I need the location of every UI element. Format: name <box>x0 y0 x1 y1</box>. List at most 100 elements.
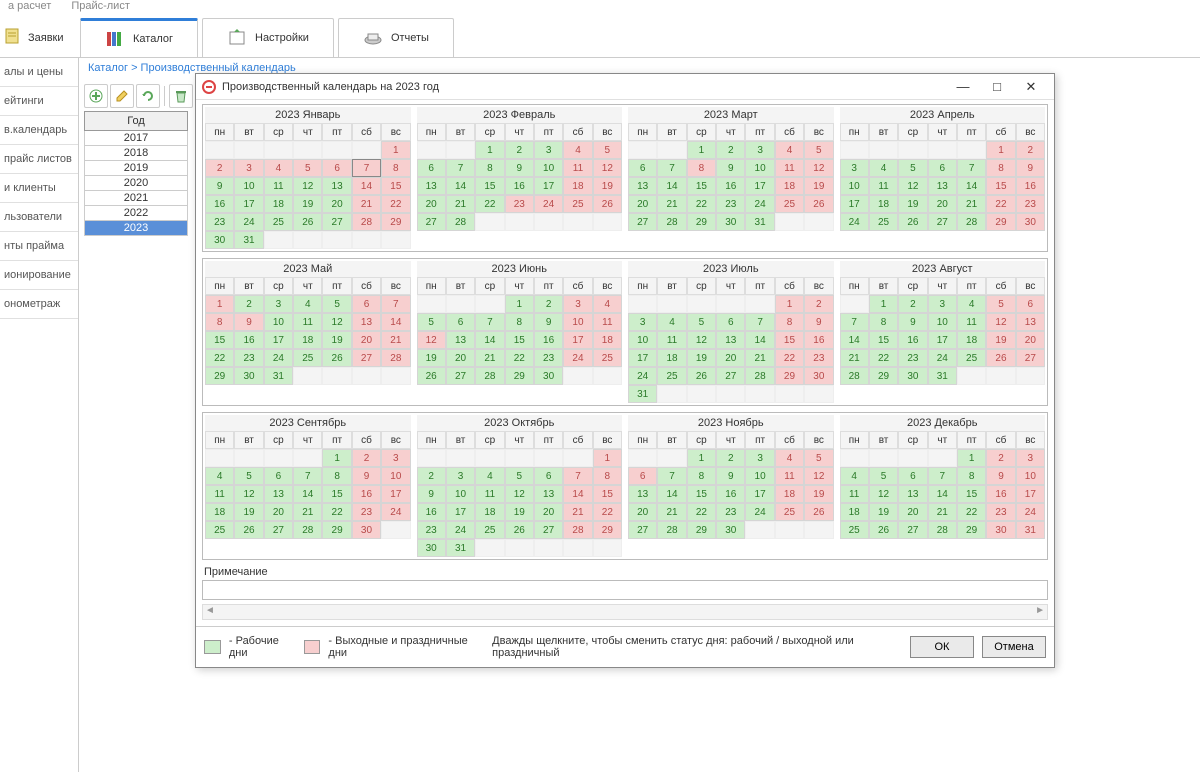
day-cell[interactable]: 19 <box>293 195 322 213</box>
day-cell[interactable]: 24 <box>446 521 475 539</box>
day-cell[interactable]: 25 <box>775 195 804 213</box>
day-cell[interactable]: 12 <box>505 485 534 503</box>
day-cell[interactable]: 16 <box>898 331 927 349</box>
day-cell[interactable]: 4 <box>657 313 686 331</box>
day-cell[interactable]: 11 <box>563 159 592 177</box>
day-cell[interactable]: 26 <box>804 503 833 521</box>
day-cell[interactable]: 16 <box>716 485 745 503</box>
day-cell[interactable]: 27 <box>628 521 657 539</box>
day-cell[interactable]: 23 <box>898 349 927 367</box>
day-cell[interactable]: 8 <box>775 313 804 331</box>
day-cell[interactable]: 20 <box>716 349 745 367</box>
day-cell[interactable]: 31 <box>928 367 957 385</box>
sidebar-item[interactable]: ейтинги <box>0 87 78 116</box>
day-cell[interactable]: 25 <box>205 521 234 539</box>
day-cell[interactable]: 29 <box>593 521 622 539</box>
day-cell[interactable]: 10 <box>745 159 774 177</box>
day-cell[interactable]: 13 <box>417 177 446 195</box>
day-cell[interactable]: 31 <box>446 539 475 557</box>
day-cell[interactable]: 4 <box>957 295 986 313</box>
day-cell[interactable]: 25 <box>293 349 322 367</box>
day-cell[interactable]: 8 <box>475 159 504 177</box>
day-cell[interactable]: 18 <box>293 331 322 349</box>
day-cell[interactable]: 14 <box>657 485 686 503</box>
day-cell[interactable]: 7 <box>446 159 475 177</box>
edit-button[interactable] <box>110 84 134 108</box>
day-cell[interactable]: 3 <box>745 449 774 467</box>
day-cell[interactable]: 13 <box>716 331 745 349</box>
day-cell[interactable]: 16 <box>1016 177 1045 195</box>
day-cell[interactable]: 2 <box>986 449 1015 467</box>
day-cell[interactable]: 3 <box>563 295 592 313</box>
day-cell[interactable]: 20 <box>628 195 657 213</box>
maximize-button[interactable]: □ <box>980 75 1014 99</box>
ok-button[interactable]: ОК <box>910 636 974 658</box>
day-cell[interactable]: 9 <box>234 313 263 331</box>
day-cell[interactable]: 22 <box>986 195 1015 213</box>
day-cell[interactable]: 2 <box>417 467 446 485</box>
day-cell[interactable]: 11 <box>293 313 322 331</box>
day-cell[interactable]: 28 <box>957 213 986 231</box>
day-cell[interactable]: 28 <box>293 521 322 539</box>
day-cell[interactable]: 25 <box>563 195 592 213</box>
day-cell[interactable]: 7 <box>475 313 504 331</box>
day-cell[interactable]: 14 <box>957 177 986 195</box>
day-cell[interactable]: 14 <box>352 177 381 195</box>
day-cell[interactable]: 21 <box>928 503 957 521</box>
day-cell[interactable]: 11 <box>869 177 898 195</box>
day-cell[interactable]: 28 <box>840 367 869 385</box>
day-cell[interactable]: 30 <box>986 521 1015 539</box>
day-cell[interactable]: 23 <box>352 503 381 521</box>
day-cell[interactable]: 5 <box>293 159 322 177</box>
day-cell[interactable]: 16 <box>417 503 446 521</box>
day-cell[interactable]: 5 <box>505 467 534 485</box>
day-cell[interactable]: 12 <box>869 485 898 503</box>
day-cell[interactable]: 14 <box>928 485 957 503</box>
day-cell[interactable]: 10 <box>264 313 293 331</box>
day-cell[interactable]: 13 <box>264 485 293 503</box>
day-cell[interactable]: 18 <box>205 503 234 521</box>
day-cell[interactable]: 4 <box>205 467 234 485</box>
day-cell[interactable]: 4 <box>293 295 322 313</box>
day-cell[interactable]: 25 <box>869 213 898 231</box>
day-cell[interactable]: 26 <box>234 521 263 539</box>
day-cell[interactable]: 6 <box>534 467 563 485</box>
day-cell[interactable]: 21 <box>352 195 381 213</box>
day-cell[interactable]: 8 <box>322 467 351 485</box>
day-cell[interactable]: 11 <box>775 467 804 485</box>
day-cell[interactable]: 9 <box>352 467 381 485</box>
day-cell[interactable]: 17 <box>628 349 657 367</box>
day-cell[interactable]: 4 <box>775 449 804 467</box>
day-cell[interactable]: 2 <box>716 449 745 467</box>
day-cell[interactable]: 1 <box>505 295 534 313</box>
year-row[interactable]: 2019 <box>84 161 188 176</box>
day-cell[interactable]: 15 <box>205 331 234 349</box>
day-cell[interactable]: 17 <box>264 331 293 349</box>
day-cell[interactable]: 4 <box>593 295 622 313</box>
day-cell[interactable]: 28 <box>446 213 475 231</box>
day-cell[interactable]: 16 <box>534 331 563 349</box>
day-cell[interactable]: 15 <box>986 177 1015 195</box>
day-cell[interactable]: 12 <box>804 159 833 177</box>
day-cell[interactable]: 11 <box>840 485 869 503</box>
day-cell[interactable]: 8 <box>593 467 622 485</box>
day-cell[interactable]: 2 <box>716 141 745 159</box>
day-cell[interactable]: 16 <box>205 195 234 213</box>
horizontal-scrollbar[interactable] <box>202 604 1048 620</box>
day-cell[interactable]: 31 <box>234 231 263 249</box>
day-cell[interactable]: 27 <box>928 213 957 231</box>
delete-button[interactable] <box>169 84 193 108</box>
add-button[interactable] <box>84 84 108 108</box>
day-cell[interactable]: 30 <box>1016 213 1045 231</box>
day-cell[interactable]: 25 <box>775 503 804 521</box>
day-cell[interactable]: 7 <box>381 295 410 313</box>
day-cell[interactable]: 8 <box>687 159 716 177</box>
day-cell[interactable]: 29 <box>381 213 410 231</box>
day-cell[interactable]: 19 <box>986 331 1015 349</box>
day-cell[interactable]: 9 <box>716 467 745 485</box>
day-cell[interactable]: 21 <box>446 195 475 213</box>
day-cell[interactable]: 13 <box>628 485 657 503</box>
day-cell[interactable]: 13 <box>898 485 927 503</box>
day-cell[interactable]: 31 <box>1016 521 1045 539</box>
day-cell[interactable]: 1 <box>322 449 351 467</box>
